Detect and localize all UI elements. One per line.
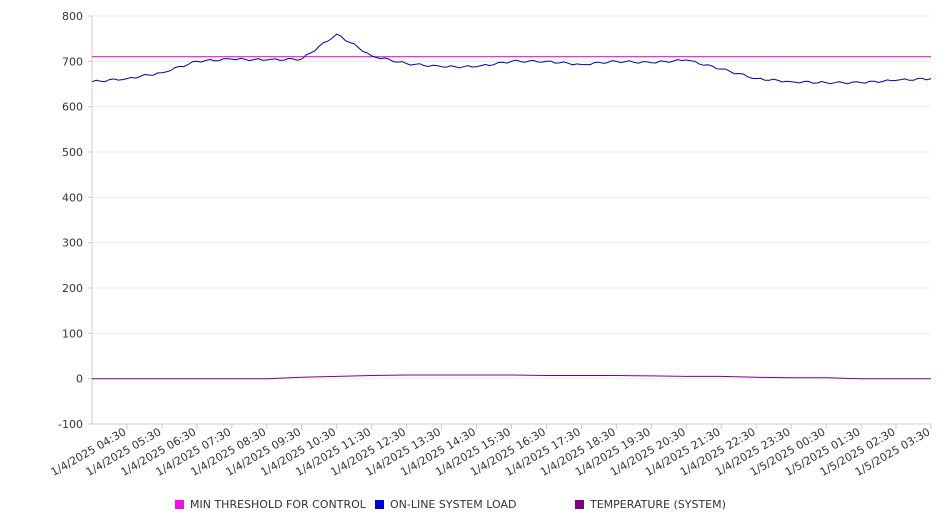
legend-item-temperature: TEMPERATURE (SYSTEM): [575, 498, 726, 511]
legend-label-threshold: MIN THRESHOLD FOR CONTROL: [190, 498, 366, 511]
y-tick-label-4: 300: [62, 237, 83, 250]
series-layer: [91, 33, 932, 380]
legend-swatch-threshold: [175, 500, 184, 509]
legend: MIN THRESHOLD FOR CONTROL ON-LINE SYSTEM…: [0, 498, 946, 514]
y-tick-label-9: 800: [62, 10, 83, 23]
y-tick-label-1: 0: [76, 373, 83, 386]
y-tick-label-3: 200: [62, 282, 83, 295]
legend-item-threshold: MIN THRESHOLD FOR CONTROL: [175, 498, 366, 511]
y-tick-label-0: -100: [58, 418, 83, 431]
y-tick-label-7: 600: [62, 101, 83, 114]
legend-label-system-load: ON-LINE SYSTEM LOAD: [390, 498, 517, 511]
x-axis-ticks: 1/4/2025 04:301/4/2025 05:301/4/2025 06:…: [49, 424, 933, 479]
series-line-2: [92, 374, 931, 380]
legend-item-system-load: ON-LINE SYSTEM LOAD: [375, 498, 516, 511]
grid-lines: [92, 15, 931, 425]
legend-swatch-temperature: [575, 500, 584, 509]
y-tick-label-2: 100: [62, 327, 83, 340]
y-axis-ticks: -100 0 100 200 300 400 500 600 700 800: [58, 10, 92, 431]
legend-label-temperature: TEMPERATURE (SYSTEM): [590, 498, 726, 511]
y-tick-label-5: 400: [62, 191, 83, 204]
legend-swatch-system-load: [375, 500, 384, 509]
series-line-1: [91, 33, 932, 85]
y-tick-label-8: 700: [62, 55, 83, 68]
y-tick-label-6: 500: [62, 146, 83, 159]
